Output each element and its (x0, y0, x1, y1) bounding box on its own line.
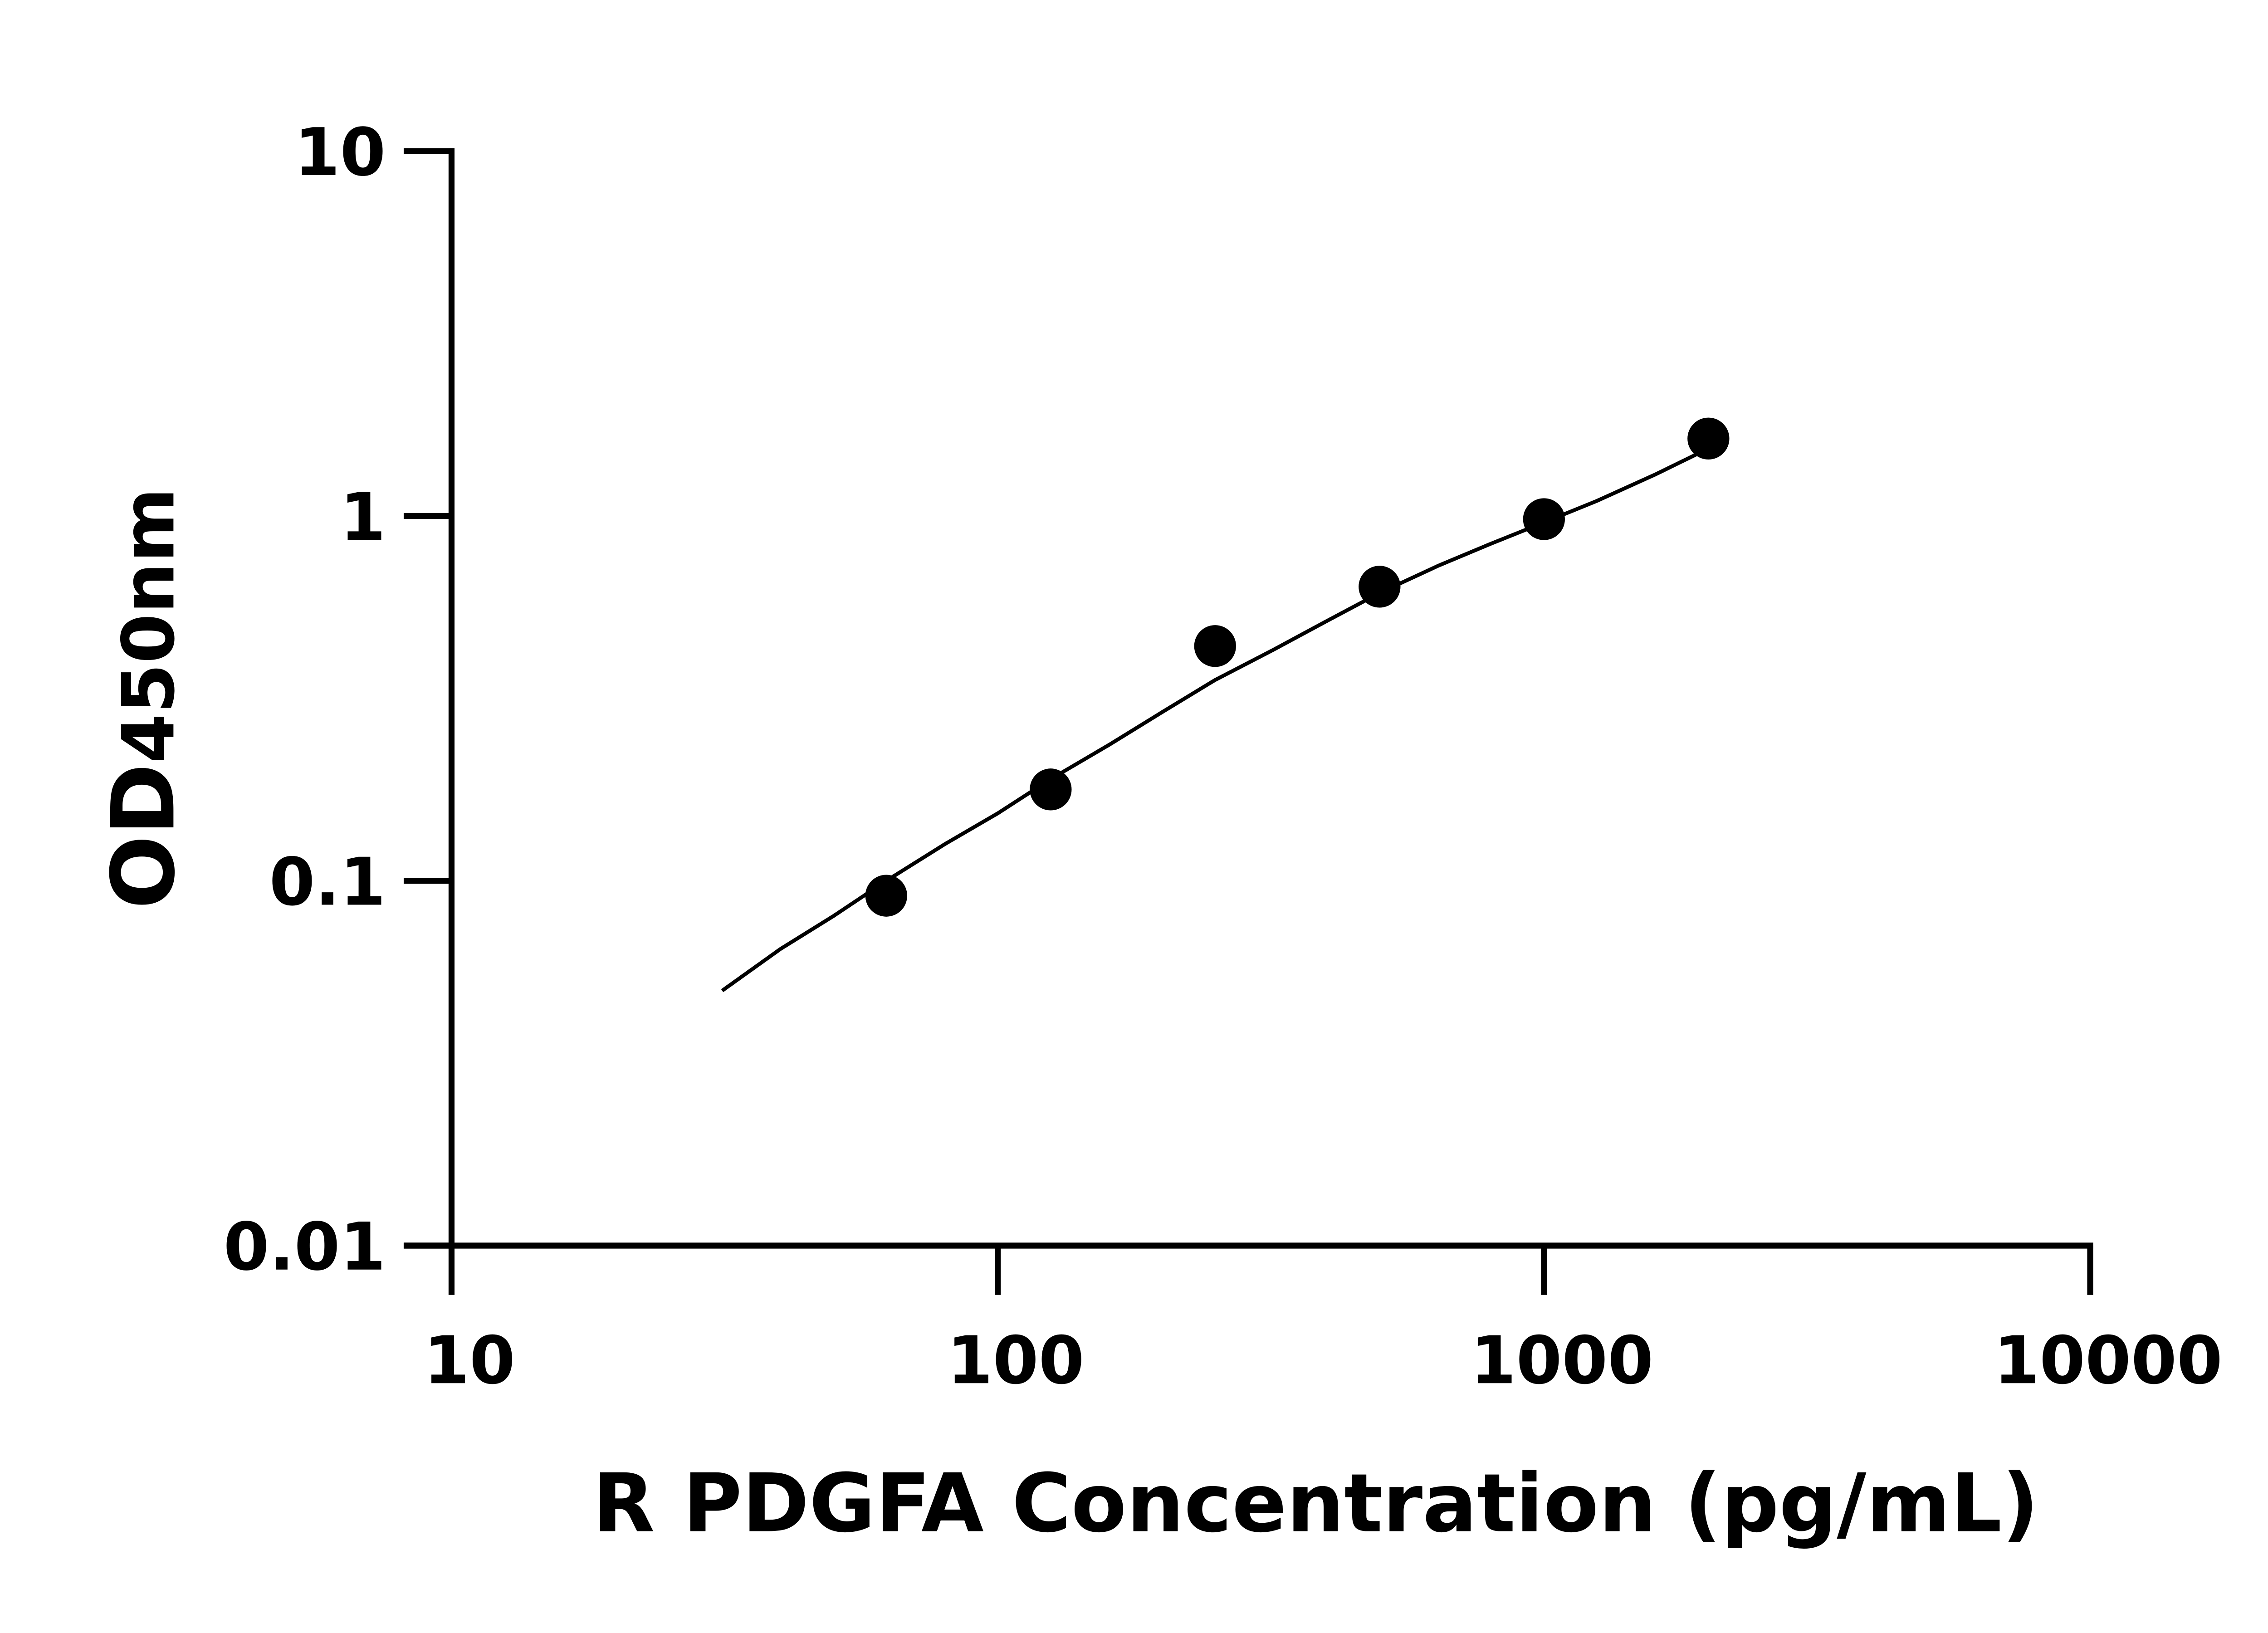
x-tick-label: 100 (947, 1322, 1085, 1399)
x-axis-label: R PDGFA Concentration (pg/mL) (593, 1457, 2039, 1550)
data-point (1687, 417, 1730, 460)
data-point (865, 875, 907, 917)
data-point (1194, 625, 1236, 667)
y-axis-label-sub: 450nm (107, 488, 191, 763)
data-point (1030, 768, 1072, 811)
y-tick-label: 0.01 (224, 1209, 386, 1286)
y-tick-label: 10 (294, 114, 386, 191)
y-tick-label: 0.1 (269, 844, 386, 920)
x-tick-label: 10000 (1994, 1322, 2223, 1399)
y-axis-label-main: OD (93, 763, 194, 909)
data-point (1359, 566, 1401, 608)
x-tick-label: 1000 (1471, 1322, 1654, 1399)
y-tick-label: 1 (340, 479, 386, 556)
y-axis-label: OD450nm (93, 488, 194, 909)
x-tick-label: 10 (424, 1322, 515, 1399)
data-point (1523, 498, 1565, 540)
